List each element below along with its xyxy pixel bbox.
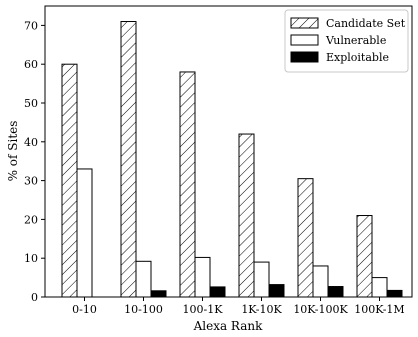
bar-candidate-set-10-100 <box>120 21 137 298</box>
x-axis-label: Alexa Rank <box>193 319 264 333</box>
y-tick-label: 10 <box>24 252 38 265</box>
bar-exploitable-10K-100K <box>327 286 344 298</box>
bar-vulnerable-0-10 <box>76 168 93 298</box>
bar-exploitable-100-1K <box>209 286 226 298</box>
bar-candidate-set-100-1K <box>179 71 196 298</box>
legend-label: Exploitable <box>326 51 389 64</box>
bar-candidate-set-100K-1M <box>356 215 373 298</box>
x-tick-label: 100K-1M <box>354 303 404 316</box>
y-axis-label: % of Sites <box>6 121 20 182</box>
y-tick-label: 40 <box>24 136 38 149</box>
y-axis: 0 10 20 30 40 50 60 70 <box>24 19 45 304</box>
bar-vulnerable-1K-10K <box>253 261 270 298</box>
bar-candidate-set-10K-100K <box>297 178 314 298</box>
bar-vulnerable-100-1K <box>194 256 211 298</box>
legend-label: Vulnerable <box>325 34 386 47</box>
y-tick-label: 70 <box>24 19 38 32</box>
y-tick-label: 20 <box>24 213 38 226</box>
x-tick-label: 0-10 <box>72 303 97 316</box>
y-tick-label: 30 <box>24 175 38 188</box>
bar-candidate-set-0-10 <box>61 63 78 298</box>
bars-group <box>61 21 403 298</box>
x-tick-label: 100-1K <box>183 303 224 316</box>
bar-exploitable-100K-1M <box>386 289 403 298</box>
legend-swatch <box>290 17 319 29</box>
bar-exploitable-10-100 <box>150 290 167 298</box>
x-tick-label: 1K-10K <box>241 303 282 316</box>
y-tick-label: 50 <box>24 97 38 110</box>
legend-swatch <box>290 51 319 63</box>
bar-vulnerable-100K-1M <box>371 277 388 298</box>
bar-vulnerable-10K-100K <box>312 265 329 298</box>
y-tick-label: 0 <box>31 291 38 304</box>
legend-label: Candidate Set <box>326 17 406 30</box>
bar-vulnerable-10-100 <box>135 260 152 298</box>
x-tick-label: 10-100 <box>124 303 163 316</box>
bar-candidate-set-1K-10K <box>238 133 255 298</box>
legend-swatch <box>290 34 319 46</box>
legend: Candidate Set Vulnerable Exploitable <box>284 9 409 73</box>
y-tick-label: 60 <box>24 58 38 71</box>
bar-exploitable-1K-10K <box>268 284 285 298</box>
x-tick-label: 10K-100K <box>293 303 348 316</box>
x-axis: 0-10 10-100 100-1K 1K-10K 10K-100K 100K-1M <box>72 297 405 316</box>
